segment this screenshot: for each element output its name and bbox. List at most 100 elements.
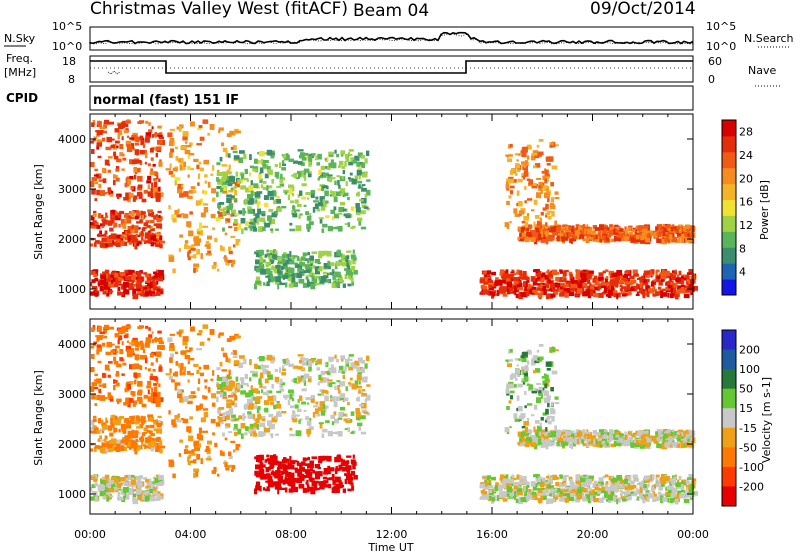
echo-cell [240,378,245,385]
echo-cell [488,284,493,289]
echo-cell [145,220,150,223]
echo-cell [104,230,108,235]
echo-cell [335,278,339,283]
echo-cell [273,249,277,254]
echo-cell [228,226,233,229]
echo-cell [296,477,302,484]
echo-cell [671,483,676,486]
echo-cell [351,256,354,260]
echo-cell [91,286,98,289]
echo-cell [128,236,131,242]
echo-cell [604,484,608,488]
echo-cell [282,262,288,267]
echo-cell [338,206,345,212]
echo-cell [250,180,253,186]
echo-cell [256,365,261,368]
echo-cell [202,225,209,228]
echo-cell [96,350,100,355]
echo-cell [582,238,589,242]
echo-cell [358,220,362,226]
echo-cell [255,161,261,165]
echo-cell [216,473,220,477]
echo-cell [526,145,532,150]
echo-cell [99,439,105,442]
nave-tick-low: 0 [708,73,715,86]
echo-cell [608,286,615,292]
echo-cell [632,474,638,479]
echo-cell [333,485,336,489]
echo-cell [333,280,336,284]
echo-cell [94,198,98,201]
echo-cell [671,224,675,227]
echo-cell [351,225,356,228]
echo-cell [353,225,356,229]
echo-cell [261,364,264,370]
echo-cell [110,273,117,278]
echo-cell [159,483,163,486]
echo-cell [101,137,106,142]
echo-cell [139,354,146,360]
echo-cell [292,409,295,416]
echo-cell [220,187,224,193]
echo-cell [361,188,367,191]
echo-cell [593,497,599,503]
echo-cell [650,269,655,274]
echo-cell [337,430,343,437]
echo-cell [348,178,354,182]
echo-cell [267,274,273,279]
echo-cell [312,206,316,213]
echo-cell [344,473,350,476]
echo-cell [656,238,662,243]
echo-cell [302,487,307,493]
echo-cell [610,443,617,448]
echo-cell [222,395,228,399]
echo-cell [257,201,261,205]
echo-cell [541,232,544,238]
echo-cell [322,403,326,410]
echo-cell [172,218,177,223]
echo-cell [550,226,556,232]
echo-cell [361,184,366,187]
echo-cell [319,401,325,407]
echo-cell [252,431,257,434]
echo-cell [513,486,519,490]
echo-cell [110,438,117,445]
echo-cell [355,192,360,197]
station-title: Christmas Valley West (fitACF) [90,0,348,19]
echo-cell [363,411,369,414]
echo-cell [95,426,99,430]
echo-cell [321,390,328,394]
echo-cell [331,367,337,374]
echo-cell [492,495,497,498]
echo-cell [243,177,249,181]
echo-cell [520,150,526,154]
echo-cell [550,182,554,187]
echo-cell [651,279,658,282]
echo-cell [355,397,360,402]
echo-cell [225,385,231,388]
echo-cell [303,409,307,412]
echo-cell [96,225,101,229]
echo-cell [139,219,143,224]
echo-cell [639,282,643,288]
echo-cell [635,498,640,501]
echo-cell [224,257,228,263]
echo-cell [116,439,123,445]
echo-cell [218,407,225,410]
echo-cell [568,271,573,276]
echo-cell [531,153,538,156]
echo-cell [626,278,631,284]
echo-cell [141,211,146,215]
echo-cell [357,180,363,184]
freq-panel-frame [89,55,694,83]
echo-cell [104,474,110,479]
echo-cell [274,455,278,461]
echo-cell [190,121,195,127]
echo-cell [545,222,548,227]
echo-cell [243,358,247,365]
echo-cell [577,490,581,496]
echo-cell [334,476,341,483]
echo-cell [104,284,109,287]
echo-cell [343,397,349,402]
echo-cell [650,486,655,492]
